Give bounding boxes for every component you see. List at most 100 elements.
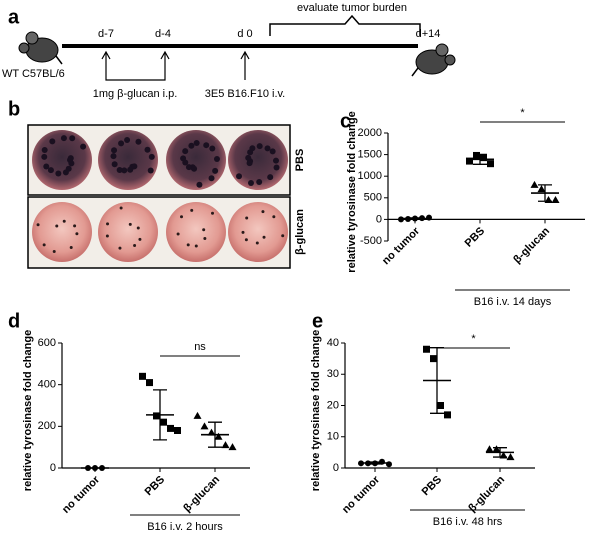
spot [281, 234, 285, 238]
spot [138, 237, 142, 241]
spot [62, 169, 69, 176]
data-point [221, 441, 230, 449]
lung [32, 202, 92, 262]
lung-photos [32, 130, 288, 262]
data-point [444, 411, 451, 419]
spot [52, 250, 56, 254]
spot [128, 222, 132, 226]
spot [269, 148, 276, 155]
spot [144, 146, 151, 153]
group-label: B16 i.v. 14 days [474, 296, 552, 308]
y-tick-label: 20 [327, 399, 339, 411]
spot [203, 142, 210, 149]
day-label: d 0 [237, 28, 252, 40]
data-point [99, 465, 105, 471]
spot [135, 138, 142, 145]
spot [121, 167, 128, 174]
spot [41, 146, 48, 153]
data-point [200, 422, 209, 430]
x-tick-label: β-glucan [511, 225, 552, 266]
spot [256, 178, 263, 185]
spot [241, 230, 245, 234]
spot [249, 145, 256, 152]
y-tick-label: 0 [376, 213, 382, 225]
lung [228, 130, 288, 190]
data-point [193, 411, 202, 419]
data-point [174, 427, 181, 434]
spot [245, 216, 249, 220]
x-tick-label: β-glucan [466, 473, 507, 514]
lung [166, 202, 226, 262]
spot [180, 155, 187, 162]
row-label: β-glucan [294, 209, 306, 255]
y-tick-label: 600 [38, 337, 56, 349]
x-tick-label: PBS [420, 474, 444, 498]
spot [60, 135, 67, 142]
spot [105, 234, 109, 238]
y-tick-label: 1500 [358, 149, 382, 161]
data-point [207, 428, 216, 436]
spot [245, 154, 252, 161]
spot [75, 232, 79, 236]
data-point [530, 180, 539, 188]
spot [267, 174, 274, 181]
spot [148, 153, 155, 160]
spot [196, 181, 203, 188]
data-point [228, 443, 237, 451]
spot [136, 226, 140, 230]
spot [255, 241, 259, 245]
data-point [499, 451, 508, 459]
data-point [379, 458, 385, 465]
data-point [139, 372, 146, 380]
data-point [146, 379, 153, 387]
evaluation-label: evaluate tumor burden [297, 2, 407, 14]
x-tick-label: PBS [463, 225, 487, 249]
y-tick-label: 40 [327, 337, 339, 349]
spot [119, 206, 123, 210]
day-label: d+14 [416, 28, 441, 40]
spot [41, 153, 48, 160]
day-label: d-4 [155, 28, 171, 40]
spot [111, 147, 118, 154]
y-tick-label: -500 [360, 235, 382, 247]
arrow-head [101, 50, 170, 60]
significance-label: ns [194, 341, 206, 353]
spot [185, 164, 192, 171]
panel-label: d [8, 310, 20, 332]
spot [236, 173, 243, 180]
panel-label: a [8, 6, 20, 28]
spot [118, 246, 122, 250]
spot [212, 167, 219, 174]
spot [106, 222, 110, 226]
spot [69, 245, 73, 249]
spot [47, 167, 54, 174]
spot [186, 243, 190, 247]
treatment-label: 1mg β-glucan i.p. [93, 88, 178, 100]
injection-arrow [240, 50, 250, 80]
data-point [92, 465, 98, 471]
data-point [372, 460, 378, 467]
spot [43, 163, 50, 170]
data-point [167, 424, 174, 432]
spot [49, 138, 56, 145]
data-point [426, 214, 432, 221]
spot [211, 211, 215, 215]
x-tick-label: β-glucan [181, 473, 222, 514]
spot [36, 223, 40, 227]
y-tick-label: 400 [38, 379, 56, 391]
data-point [492, 445, 501, 453]
lung [228, 202, 288, 262]
spot [262, 235, 266, 239]
data-point [423, 345, 430, 353]
group-label: B16 i.v. 48 hrs [433, 516, 503, 528]
data-point [85, 465, 91, 471]
spot [208, 175, 215, 182]
spot [247, 179, 254, 186]
spot [188, 142, 195, 149]
spot [261, 210, 265, 214]
data-point [405, 215, 411, 222]
spot [68, 160, 75, 167]
spot [67, 155, 74, 162]
spot [246, 160, 253, 167]
